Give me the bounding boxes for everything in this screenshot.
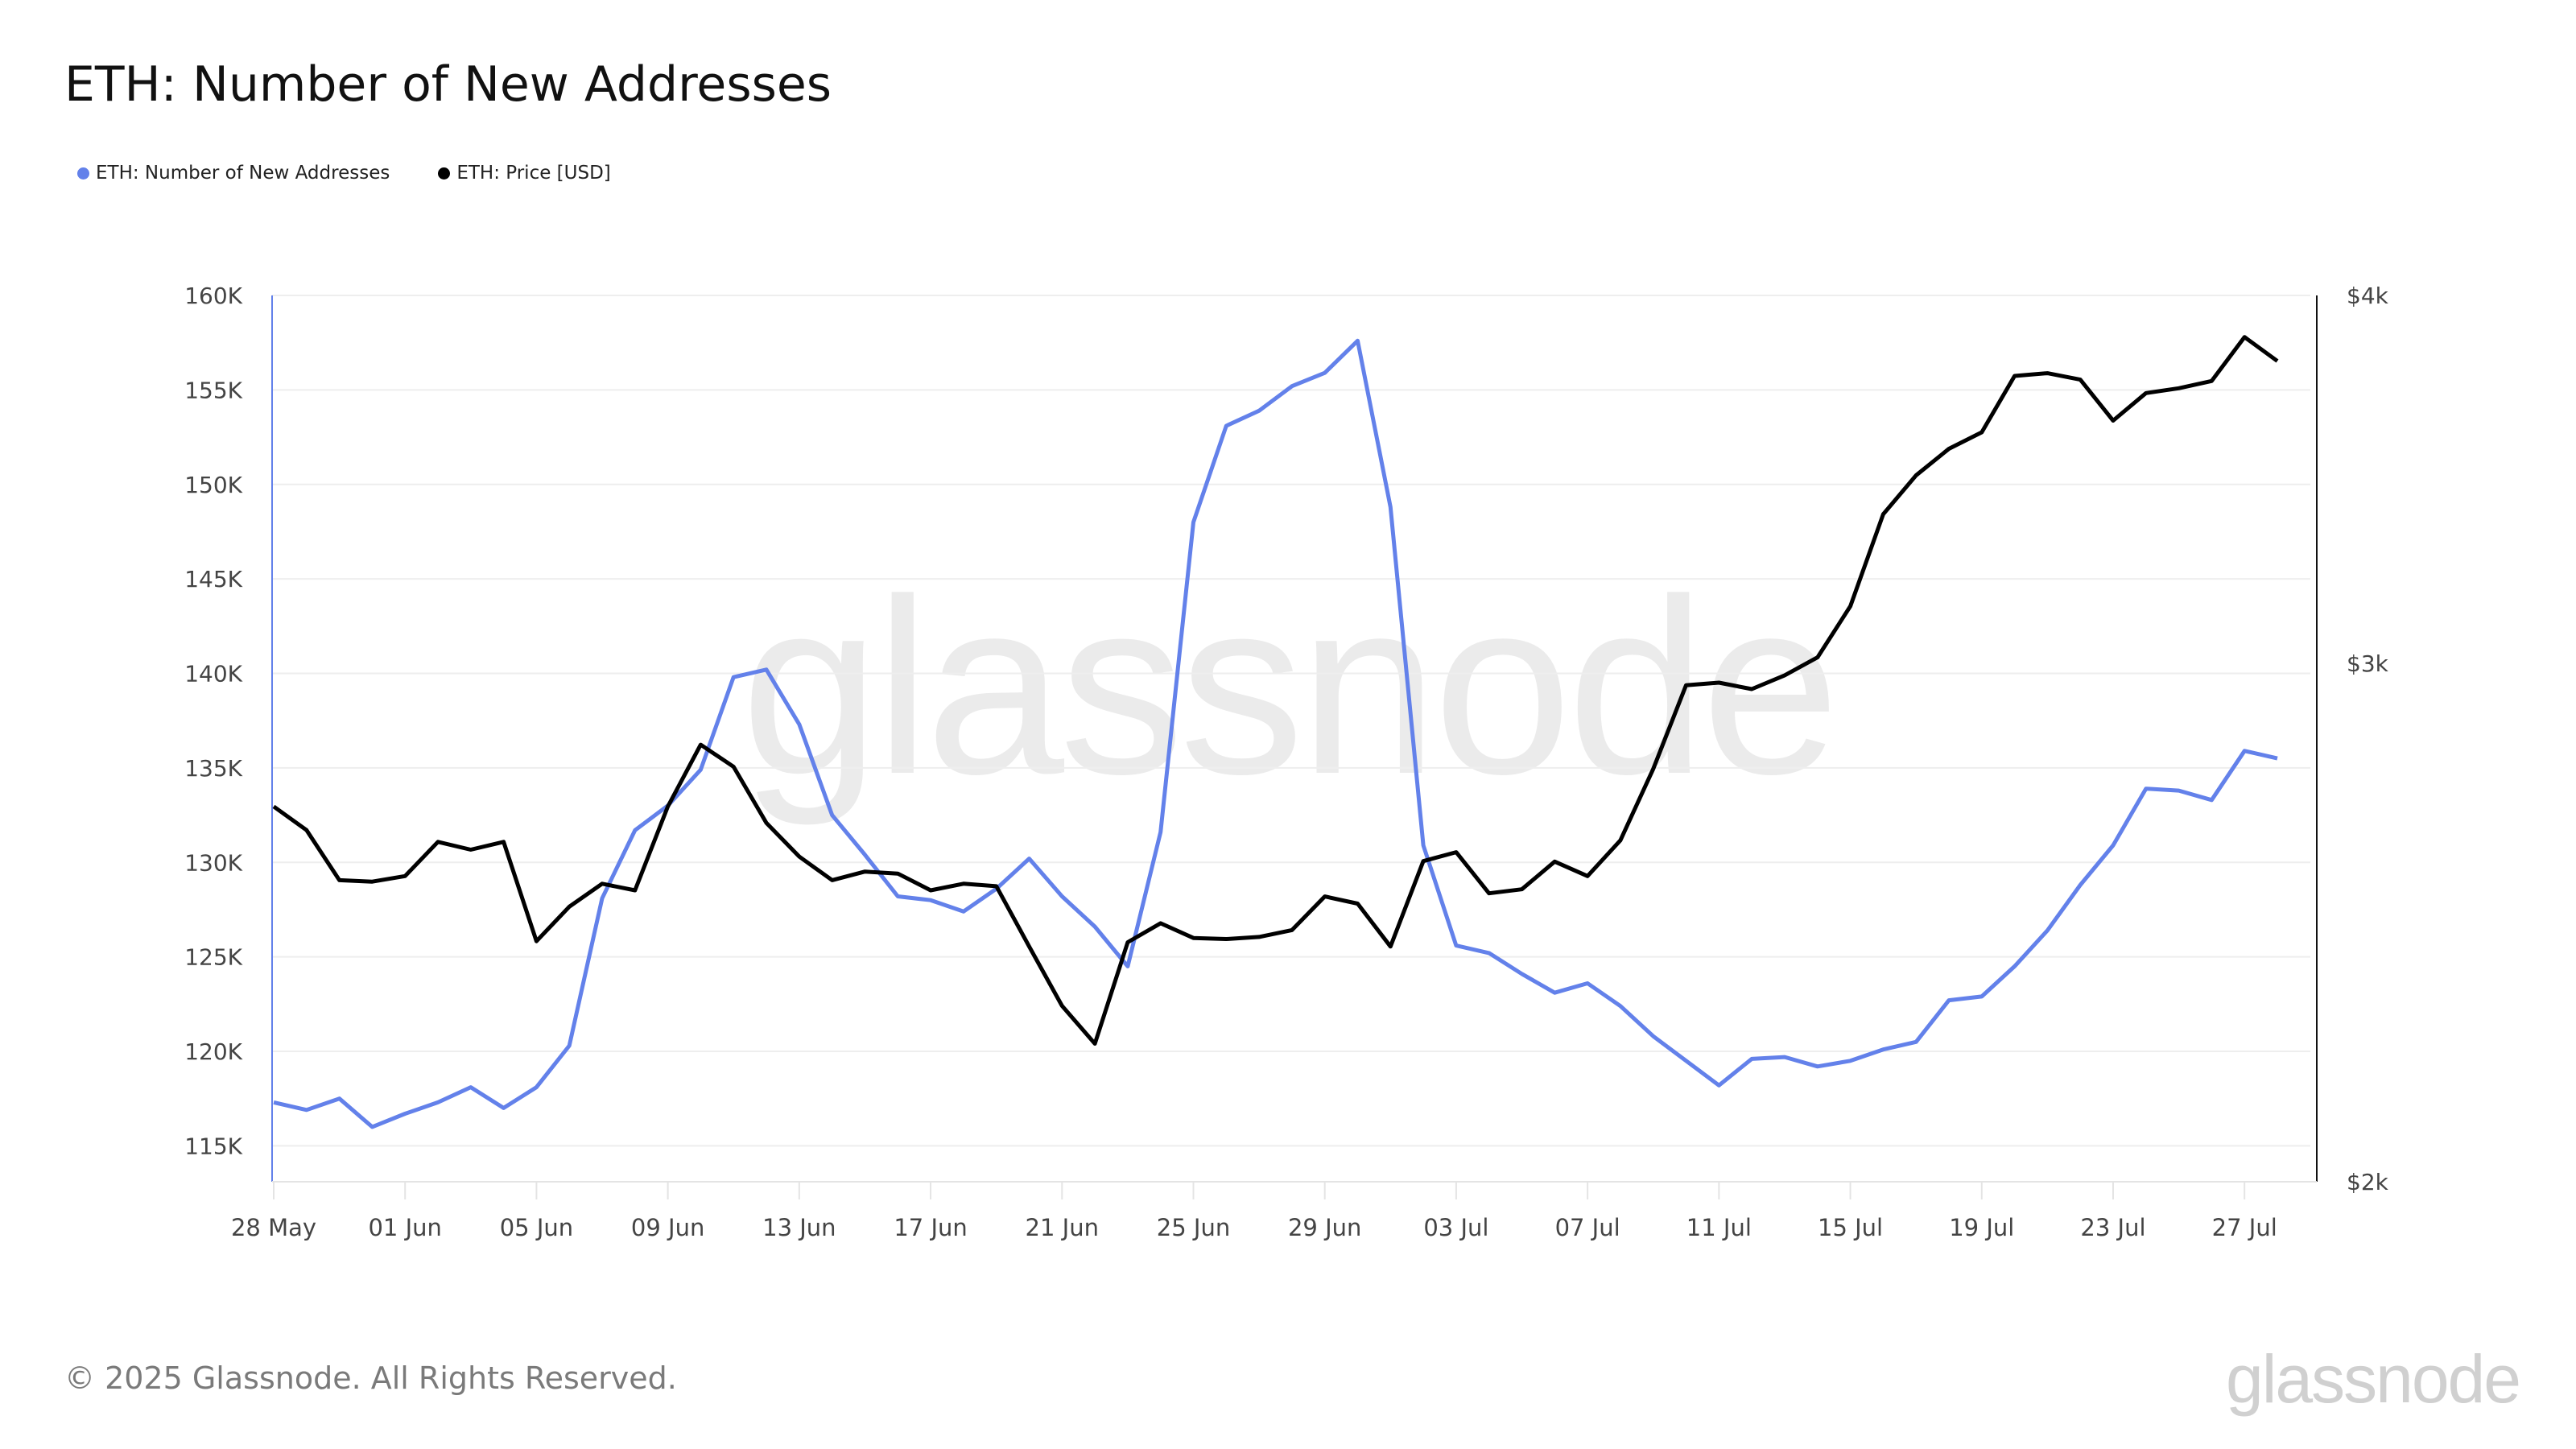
legend: ETH: Number of New Addresses ETH: Price …: [77, 163, 611, 184]
x-tick-label: 27 Jul: [2212, 1214, 2277, 1241]
left-tick-label: 160K: [184, 283, 242, 309]
left-tick-label: 115K: [184, 1133, 242, 1159]
legend-dot-blue-icon: [77, 167, 89, 180]
legend-item-price[interactable]: ETH: Price [USD]: [438, 163, 611, 184]
axes: 115K 120K 125K 130K 135K 140K 145K 150K 155K 160K…: [184, 283, 2388, 1241]
legend-dot-black-icon: [438, 167, 451, 180]
legend-label: ETH: Price [USD]: [456, 163, 611, 184]
x-tick-label: 03 Jul: [1423, 1214, 1488, 1241]
watermark: glassnode: [741, 547, 1835, 828]
x-tick-label: 13 Jun: [762, 1214, 836, 1241]
legend-label: ETH: Number of New Addresses: [96, 163, 390, 184]
copyright-footer: © 2025 Glassnode. All Rights Reserved.: [64, 1360, 677, 1396]
x-tick-label: 21 Jun: [1026, 1214, 1099, 1241]
x-tick-label: 25 Jun: [1157, 1214, 1230, 1241]
right-tick-label: $3k: [2347, 650, 2389, 677]
left-tick-label: 135K: [184, 755, 242, 782]
left-tick-label: 155K: [184, 377, 242, 403]
x-tick-label: 09 Jun: [631, 1214, 704, 1241]
x-tick-label: 15 Jul: [1818, 1214, 1883, 1241]
x-tick-label: 05 Jun: [500, 1214, 573, 1241]
price-line: [272, 335, 2279, 1046]
chart-title: ETH: Number of New Addresses: [64, 56, 832, 113]
x-tick-label: 11 Jul: [1686, 1214, 1752, 1241]
right-tick-label: $4k: [2347, 283, 2389, 309]
left-tick-label: 120K: [184, 1038, 242, 1065]
right-tick-label: $2k: [2347, 1169, 2389, 1195]
x-tick-label: 19 Jul: [1949, 1214, 2014, 1241]
x-tick-label: 28 May: [231, 1214, 316, 1241]
gridlines: [272, 295, 2310, 1147]
glassnode-logo: glassnode: [2226, 1341, 2521, 1417]
new-addresses-line: [273, 338, 2278, 1129]
x-tick-label: 29 Jun: [1288, 1214, 1361, 1241]
series-lines: [272, 335, 2279, 1129]
left-tick-label: 145K: [184, 566, 242, 592]
left-tick-label: 125K: [184, 944, 242, 971]
x-tick-label: 17 Jun: [894, 1214, 967, 1241]
x-tick-label: 07 Jul: [1555, 1214, 1620, 1241]
x-tick-label: 23 Jul: [2080, 1214, 2145, 1241]
left-tick-label: 130K: [184, 849, 242, 876]
legend-item-new-addresses[interactable]: ETH: Number of New Addresses: [77, 163, 390, 184]
x-tick-label: 01 Jun: [368, 1214, 441, 1241]
left-tick-label: 140K: [184, 661, 242, 687]
left-tick-label: 150K: [184, 472, 242, 498]
